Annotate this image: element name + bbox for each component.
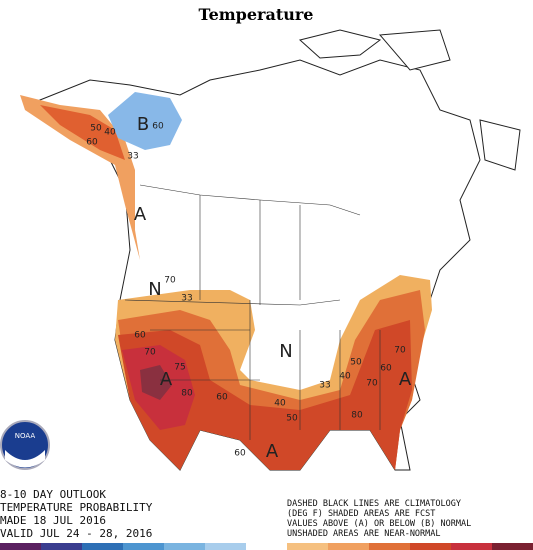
- map-labels: B A A A A N N: [134, 114, 412, 462]
- contour-labels: 50 40 60 33 60 70 33 60 70 75 80 60 40 5…: [86, 122, 406, 459]
- contour-label: 80: [181, 389, 193, 399]
- contour-label: 50: [350, 358, 362, 368]
- contour-label: 60: [234, 449, 246, 459]
- legend-line: VALUES ABOVE (A) OR BELOW (B) NORMAL: [287, 519, 471, 529]
- color-bar: [0, 543, 533, 550]
- contour-label: 70: [164, 276, 176, 286]
- contour-label: 33: [181, 294, 192, 304]
- contour-label: 70: [144, 348, 156, 358]
- contour-label: 33: [127, 152, 138, 162]
- map-label: N: [148, 279, 161, 300]
- outlook-text: 8-10 DAY OUTLOOK TEMPERATURE PROBABILITY…: [0, 488, 153, 540]
- outlook-line: MADE 18 JUL 2016: [0, 514, 106, 527]
- noaa-logo: NOAA: [0, 420, 50, 470]
- contour-label: 60: [380, 364, 392, 374]
- legend-text: DASHED BLACK LINES ARE CLIMATOLOGY (DEG …: [287, 499, 471, 539]
- borders: [124, 184, 381, 440]
- legend-line: UNSHADED AREAS ARE NEAR-NORMAL: [287, 529, 441, 539]
- legend-line: DASHED BLACK LINES ARE CLIMATOLOGY: [287, 499, 461, 509]
- map-label: A: [134, 204, 147, 225]
- map-label: N: [279, 341, 292, 362]
- logo-text: NOAA: [15, 432, 36, 440]
- contour-label: 33: [319, 381, 330, 391]
- contour-label: 60: [152, 122, 164, 132]
- contour-label: 70: [394, 346, 406, 356]
- outlook-line: 8-10 DAY OUTLOOK: [0, 488, 106, 501]
- contour-label: 75: [174, 363, 185, 373]
- legend-line: (DEG F) SHADED AREAS ARE FCST: [287, 509, 435, 519]
- contour-label: 40: [104, 128, 116, 138]
- contour-label: 40: [339, 372, 351, 382]
- contour-label: 50: [90, 124, 102, 134]
- title: Temperature: [199, 5, 314, 24]
- outlook-line: TEMPERATURE PROBABILITY: [0, 501, 153, 514]
- map-label: A: [399, 369, 412, 390]
- contour-label: 40: [274, 399, 286, 409]
- contour-label: 70: [366, 379, 378, 389]
- shading: [20, 92, 432, 470]
- contour-label: 60: [86, 138, 98, 148]
- outlook-line: VALID JUL 24 - 28, 2016: [0, 527, 152, 540]
- map-label: A: [266, 441, 279, 462]
- contour-label: 50: [286, 414, 298, 424]
- map-label: A: [160, 369, 173, 390]
- map-label: B: [137, 114, 149, 135]
- contour-label: 60: [134, 331, 146, 341]
- contour-label: 80: [351, 411, 363, 421]
- contour-label: 60: [216, 393, 228, 403]
